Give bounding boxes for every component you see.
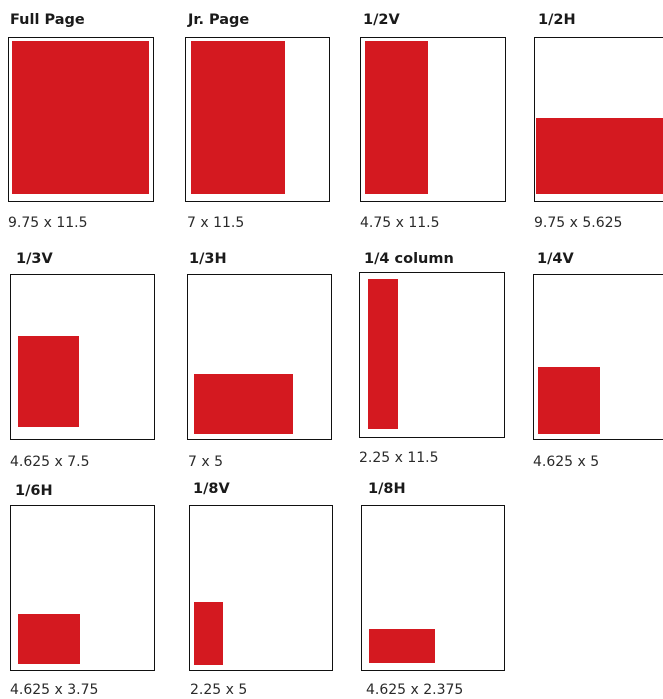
ad-size-title: 1/3H [189, 251, 227, 267]
ad-size-dimensions: 4.625 x 5 [533, 454, 600, 470]
page-frame [359, 272, 505, 438]
ad-size-dimensions: 4.75 x 11.5 [360, 215, 440, 231]
ad-size-dimensions: 7 x 11.5 [187, 215, 245, 231]
ad-size-title: 1/2H [538, 12, 576, 28]
ad-size-title: Full Page [10, 12, 85, 28]
ad-size-title: 1/2V [363, 12, 400, 28]
ad-space-fill [368, 279, 398, 429]
ad-space-fill [18, 336, 79, 427]
ad-space-fill [191, 41, 285, 194]
page-frame [8, 37, 154, 202]
ad-size-title: 1/6H [15, 483, 53, 499]
ad-size-dimensions: 2.25 x 5 [190, 682, 248, 698]
ad-space-fill [365, 41, 428, 194]
page-frame [360, 37, 506, 202]
page-frame [534, 37, 663, 202]
ad-space-fill [194, 374, 293, 434]
ad-space-fill [538, 367, 600, 434]
ad-space-fill [18, 614, 80, 664]
ad-space-fill [194, 602, 223, 665]
ad-space-fill [536, 118, 663, 194]
ad-size-dimensions: 2.25 x 11.5 [359, 450, 439, 466]
page-frame [533, 274, 663, 440]
ad-space-fill [12, 41, 149, 194]
page-frame [10, 505, 155, 671]
ad-size-dimensions: 4.625 x 3.75 [10, 682, 99, 698]
ad-size-dimensions: 9.75 x 11.5 [8, 215, 88, 231]
ad-size-dimensions: 7 x 5 [188, 454, 223, 470]
ad-size-title: 1/4V [537, 251, 574, 267]
page-frame [189, 505, 333, 671]
ad-size-title: 1/8V [193, 481, 230, 497]
page-frame [187, 274, 332, 440]
ad-size-title: 1/4 column [364, 251, 454, 267]
ad-size-title: 1/3V [16, 251, 53, 267]
ad-size-dimensions: 4.625 x 2.375 [366, 682, 464, 698]
page-frame [10, 274, 155, 440]
ad-size-title: Jr. Page [188, 12, 250, 28]
page-frame [185, 37, 330, 202]
ad-space-fill [369, 629, 435, 663]
ad-size-dimensions: 9.75 x 5.625 [534, 215, 623, 231]
ad-size-title: 1/8H [368, 481, 406, 497]
page-frame [361, 505, 505, 671]
ad-size-dimensions: 4.625 x 7.5 [10, 454, 90, 470]
